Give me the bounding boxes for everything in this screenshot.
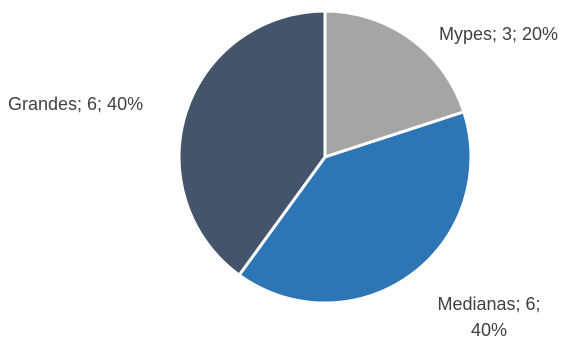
data-label-grandes: Grandes; 6; 40% [8, 94, 143, 114]
pie-labels: Mypes; 3; 20% Medianas; 6; 40% Grandes; 6; … [8, 24, 558, 337]
data-label-medianas: Medianas; 6; 40% [437, 294, 540, 337]
pie-slice-mypes [323, 9, 466, 159]
pie-slice-medianas [237, 110, 473, 305]
pie-slices [177, 9, 473, 305]
data-label-mypes: Mypes; 3; 20% [439, 24, 558, 44]
pie-slice-grandes [177, 9, 327, 277]
